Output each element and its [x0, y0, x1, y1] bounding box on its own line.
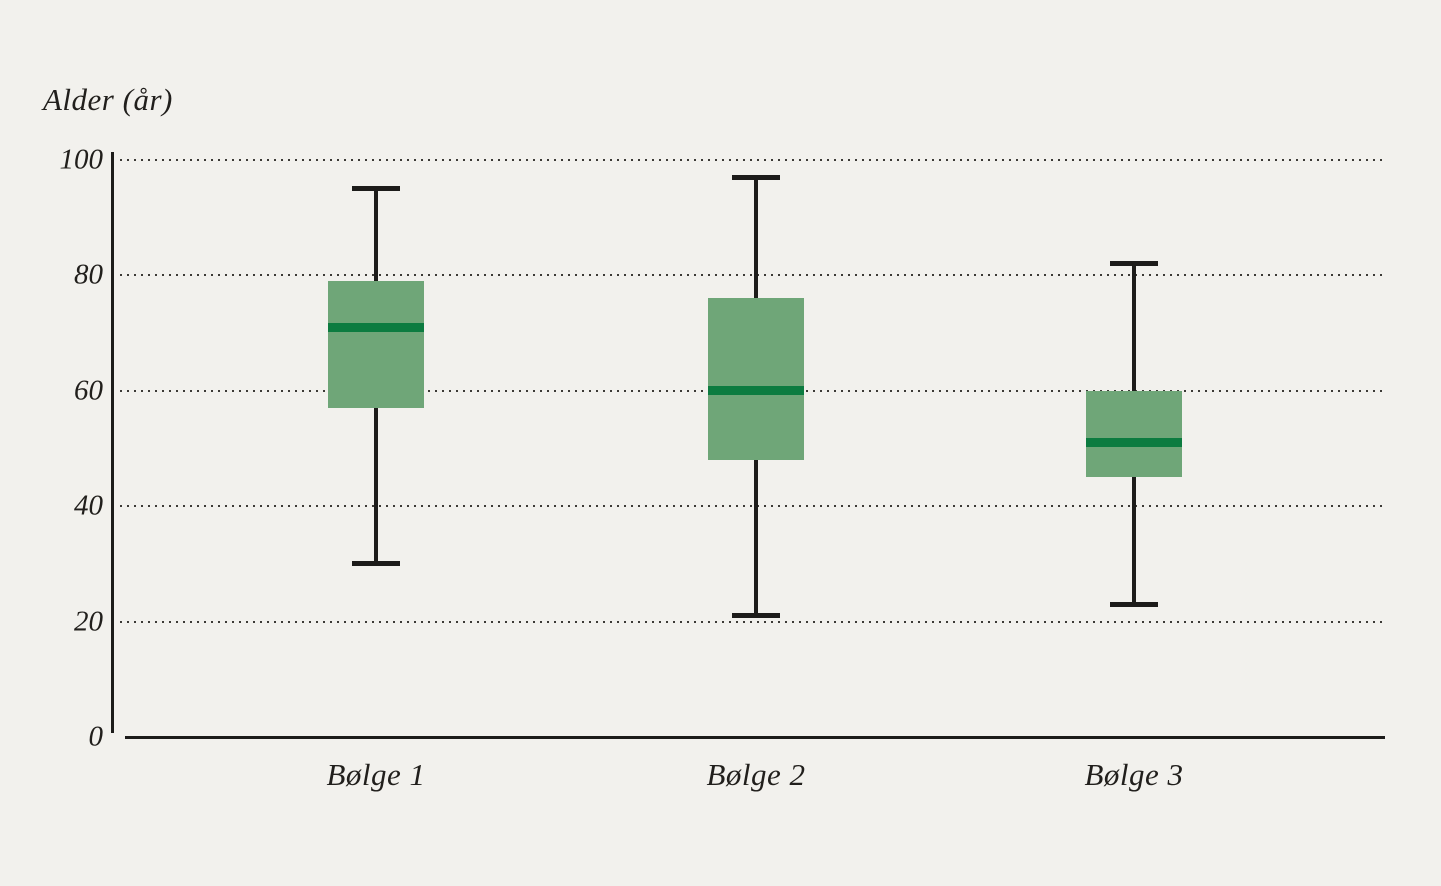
x-category-label-2: Bølge 2 [706, 757, 806, 792]
y-tick-label-60: 60 [74, 374, 103, 407]
whisker-cap-max-3 [1110, 261, 1158, 267]
whisker-upper-2 [754, 177, 758, 299]
box-iqr-2 [708, 298, 804, 461]
y-tick-label-20: 20 [74, 605, 103, 638]
y-tick-label-0: 0 [88, 720, 104, 753]
y-tick-label-80: 80 [74, 258, 103, 291]
whisker-cap-max-1 [352, 186, 400, 192]
x-category-label-1: Bølge 1 [326, 757, 426, 792]
whisker-upper-3 [1132, 263, 1136, 391]
y-axis-line [111, 152, 114, 733]
whisker-upper-1 [374, 188, 378, 282]
whisker-lower-3 [1132, 477, 1136, 605]
y-tick-label-40: 40 [74, 489, 103, 522]
gridline-20 [120, 620, 1383, 623]
x-category-label-3: Bølge 3 [1084, 757, 1184, 792]
gridline-40 [120, 505, 1383, 508]
y-tick-label-100: 100 [59, 143, 104, 176]
whisker-cap-max-2 [732, 174, 780, 180]
box-iqr-1 [328, 281, 424, 409]
y-axis-title: Alder (år) [43, 82, 173, 117]
box-iqr-3 [1086, 390, 1182, 478]
whisker-lower-1 [374, 408, 378, 564]
whisker-cap-min-1 [352, 561, 400, 567]
median-line-1 [328, 322, 424, 332]
median-line-3 [1086, 438, 1182, 448]
x-axis-line [125, 735, 1385, 739]
whisker-cap-min-3 [1110, 601, 1158, 607]
gridline-80 [120, 274, 1383, 277]
gridline-100 [120, 159, 1383, 161]
median-line-2 [708, 386, 804, 396]
whisker-lower-2 [754, 460, 758, 616]
whisker-cap-min-2 [732, 613, 780, 619]
